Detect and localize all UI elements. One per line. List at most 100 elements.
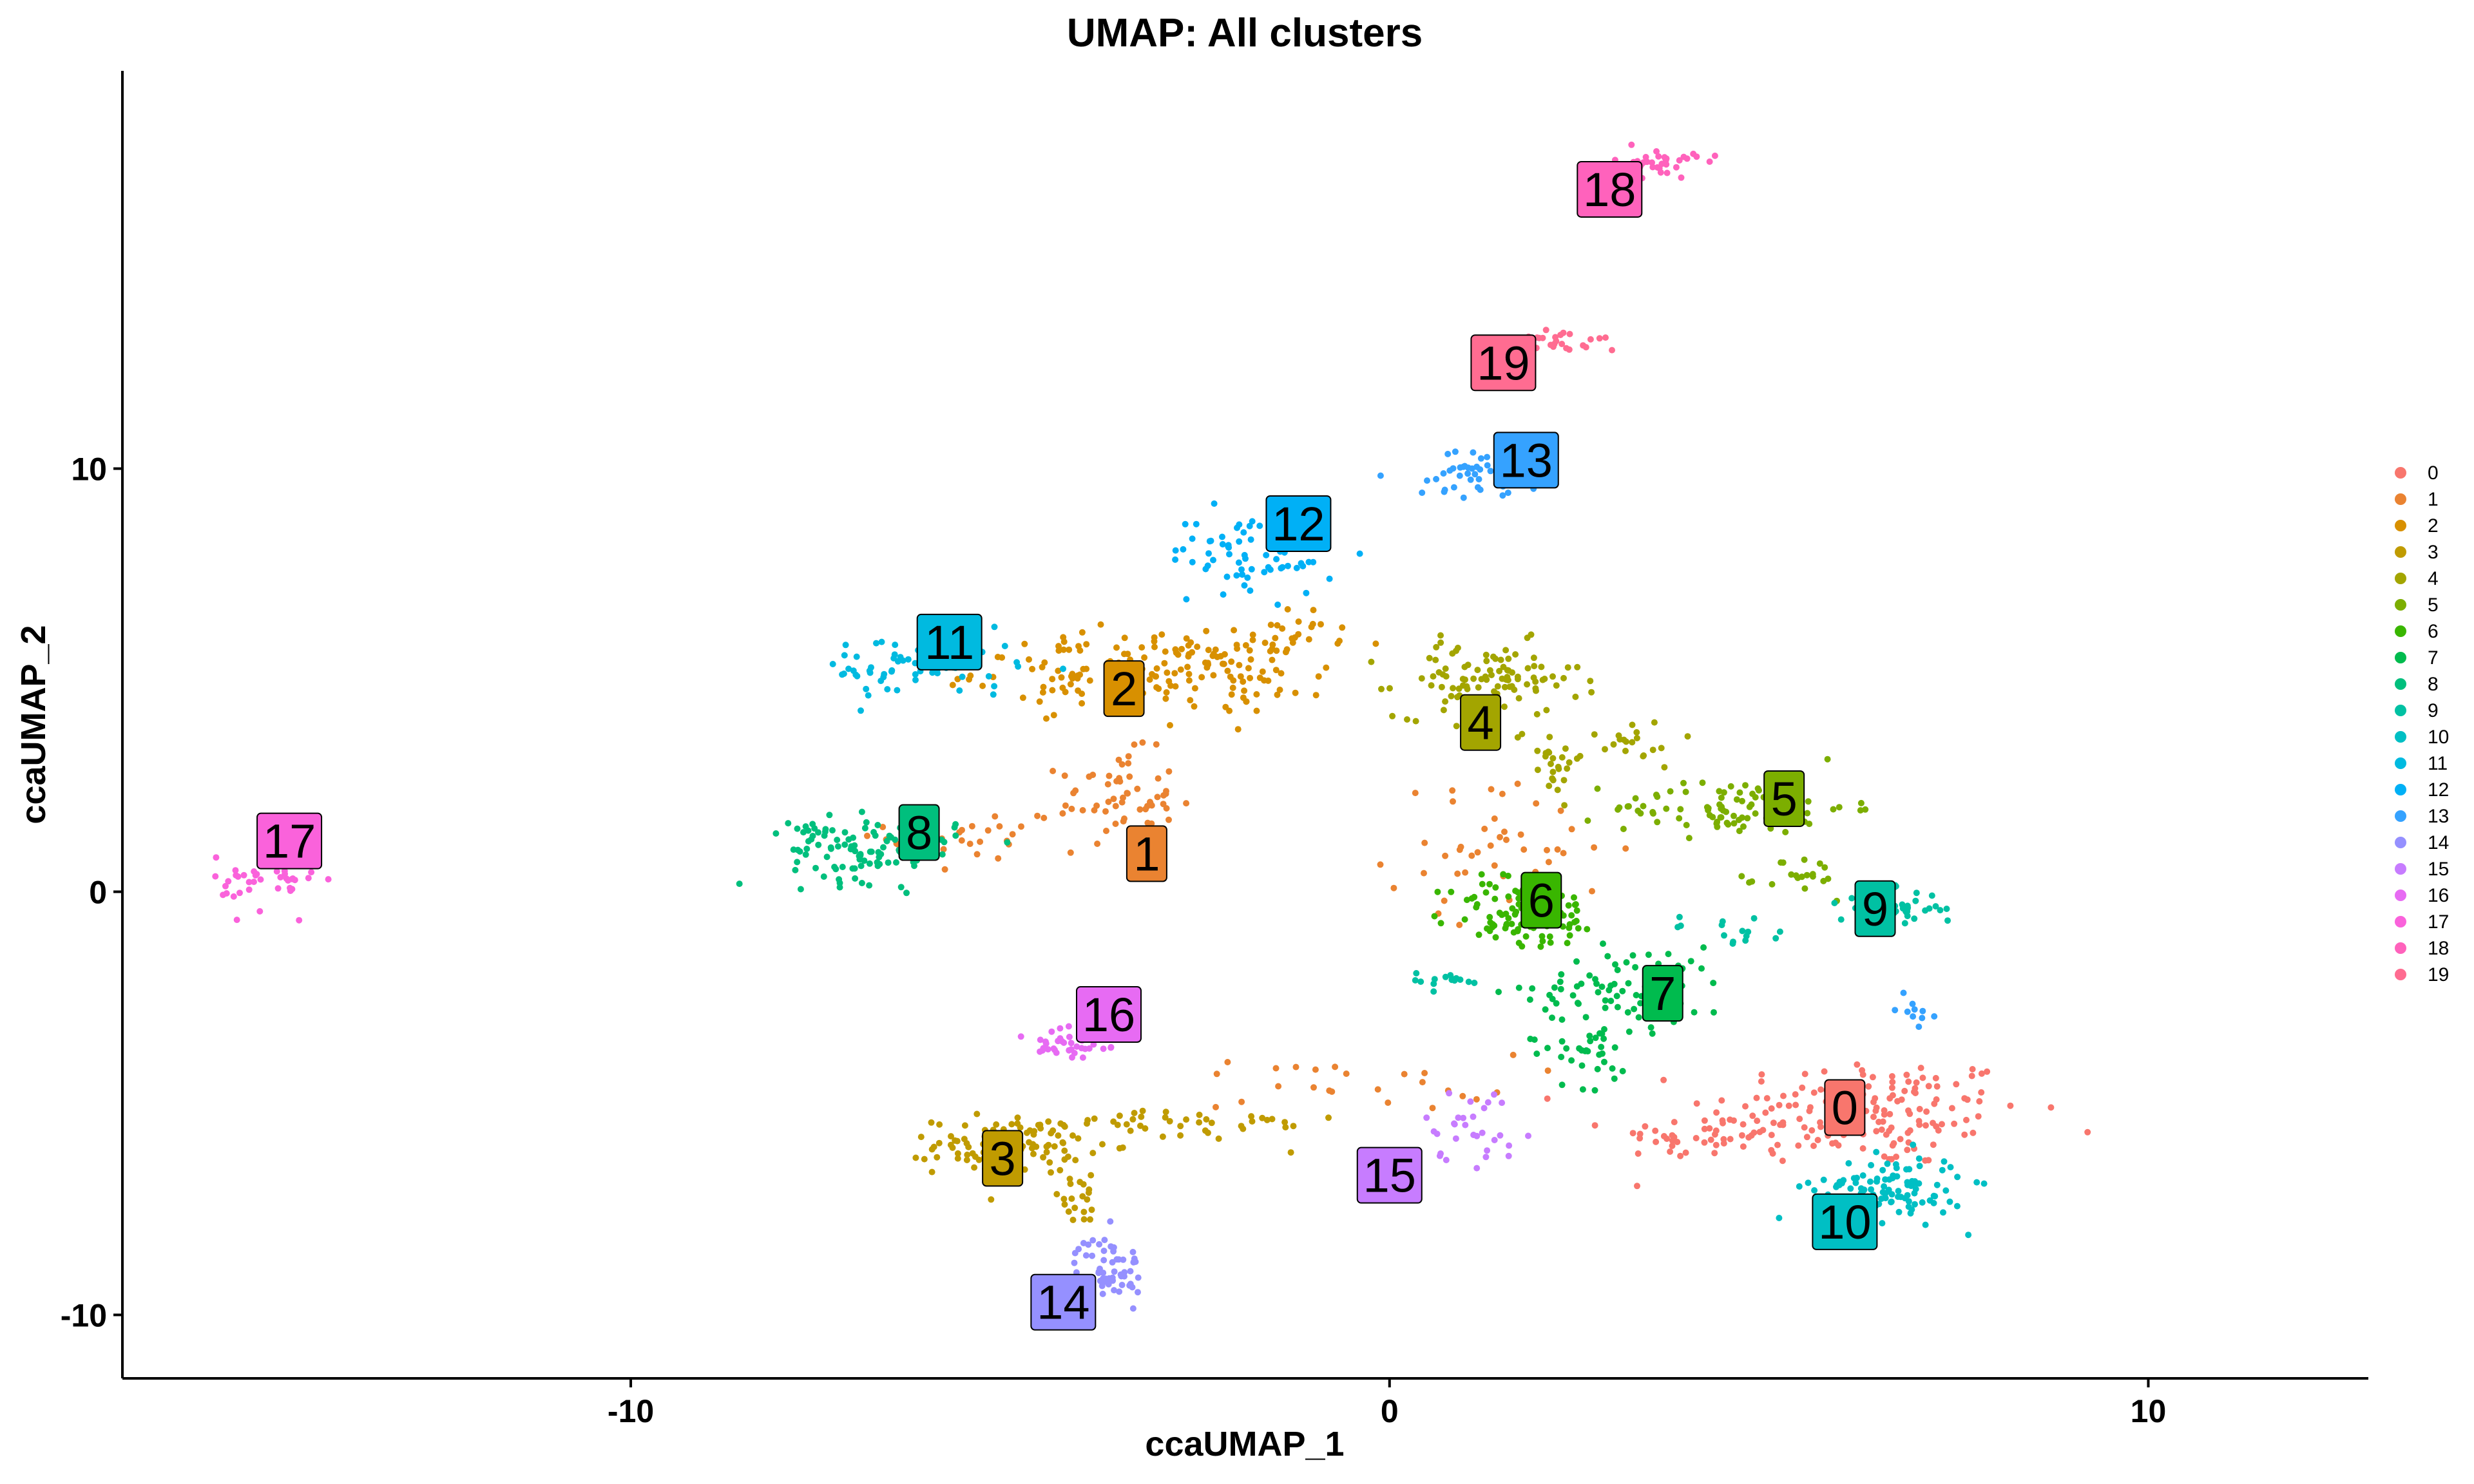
point-cluster-0 [1888, 1073, 1895, 1080]
point-cluster-1 [1102, 808, 1109, 815]
point-cluster-0 [1692, 1135, 1700, 1141]
point-cluster-7 [1592, 976, 1598, 983]
point-cluster-10 [1854, 1174, 1860, 1181]
point-cluster-7 [1625, 1028, 1633, 1035]
point-cluster-3 [1099, 1141, 1106, 1148]
point-cluster-5 [1620, 826, 1627, 832]
point-cluster-3 [1080, 1181, 1087, 1188]
legend-key-13 [2395, 810, 2406, 822]
point-cluster-18 [1655, 153, 1662, 160]
point-cluster-3 [1051, 1143, 1058, 1150]
point-cluster-2 [1372, 640, 1379, 647]
point-cluster-18 [1642, 153, 1649, 160]
point-cluster-5 [1685, 835, 1692, 842]
point-cluster-6 [1434, 888, 1441, 895]
point-cluster-3 [1055, 1132, 1062, 1139]
point-cluster-3 [1259, 1114, 1266, 1121]
point-cluster-4 [1549, 768, 1557, 775]
point-cluster-5 [1731, 812, 1737, 819]
point-cluster-0 [1814, 1137, 1821, 1143]
point-cluster-14 [1129, 1248, 1136, 1255]
point-cluster-7 [1595, 989, 1602, 996]
point-cluster-8 [809, 832, 816, 839]
point-cluster-5 [1680, 779, 1687, 786]
point-cluster-10 [1954, 1174, 1961, 1181]
point-cluster-12 [1172, 556, 1179, 563]
point-cluster-1 [1474, 849, 1481, 856]
point-cluster-0 [1756, 1128, 1763, 1136]
point-cluster-3 [1068, 1195, 1075, 1202]
point-cluster-3 [1249, 1118, 1256, 1125]
point-cluster-2 [1236, 661, 1243, 669]
point-cluster-14 [1098, 1282, 1106, 1289]
point-cluster-1 [1510, 1051, 1517, 1058]
point-cluster-0 [1970, 1129, 1977, 1136]
point-cluster-4 [1453, 647, 1459, 654]
point-cluster-1 [1062, 802, 1069, 809]
point-cluster-7 [1557, 978, 1564, 985]
legend-key-16 [2395, 889, 2406, 901]
point-cluster-1 [1106, 772, 1113, 779]
point-cluster-14 [1129, 1284, 1136, 1291]
point-cluster-2 [1231, 627, 1238, 634]
point-cluster-5 [1705, 806, 1712, 813]
point-cluster-12 [1226, 551, 1232, 558]
point-cluster-3 [1026, 1139, 1033, 1146]
point-cluster-1 [1454, 870, 1461, 877]
point-cluster-0 [1873, 1128, 1880, 1135]
point-cluster-14 [1089, 1252, 1096, 1259]
cluster-label-text: 18 [1583, 163, 1636, 216]
point-cluster-10 [1940, 1209, 1946, 1216]
point-cluster-15 [1430, 1128, 1437, 1135]
point-cluster-5 [1736, 817, 1742, 823]
point-cluster-3 [1061, 1156, 1068, 1163]
point-cluster-0 [1933, 1083, 1941, 1090]
point-cluster-5 [1677, 806, 1684, 813]
point-cluster-16 [1086, 1045, 1093, 1052]
point-cluster-17 [233, 917, 240, 924]
point-cluster-2 [1187, 639, 1194, 646]
point-cluster-9 [1413, 970, 1420, 976]
point-cluster-1 [973, 851, 981, 858]
point-cluster-12 [1261, 569, 1268, 576]
point-cluster-10 [1820, 1176, 1827, 1183]
point-cluster-2 [1184, 663, 1191, 671]
point-cluster-8 [856, 853, 863, 859]
point-cluster-3 [1075, 1135, 1082, 1142]
point-cluster-10 [1942, 1187, 1950, 1194]
point-cluster-15 [1467, 1098, 1474, 1105]
point-cluster-14 [1089, 1237, 1097, 1244]
point-cluster-10 [1915, 1180, 1923, 1187]
point-cluster-3 [965, 1143, 972, 1150]
point-cluster-8 [823, 853, 830, 861]
point-cluster-2 [1265, 677, 1272, 684]
point-cluster-0 [1727, 1116, 1734, 1123]
point-cluster-0 [1978, 1089, 1985, 1096]
point-cluster-2 [1292, 689, 1299, 696]
point-cluster-17 [277, 874, 284, 880]
point-cluster-0 [1879, 1118, 1886, 1125]
point-cluster-5 [1615, 806, 1622, 813]
point-cluster-7 [1649, 1030, 1656, 1037]
point-cluster-2 [1194, 643, 1201, 651]
point-cluster-10 [1859, 1172, 1866, 1179]
point-cluster-4 [1553, 682, 1560, 689]
legend-label-4: 4 [2428, 568, 2439, 589]
point-cluster-11 [877, 678, 885, 685]
point-cluster-7 [1600, 1035, 1607, 1042]
point-cluster-10 [1908, 1181, 1915, 1188]
point-cluster-4 [1587, 678, 1594, 685]
point-cluster-10 [1879, 1166, 1886, 1174]
point-cluster-1 [1456, 846, 1463, 853]
point-cluster-5 [1769, 880, 1776, 888]
point-cluster-3 [1040, 1154, 1047, 1161]
point-cluster-1 [1125, 753, 1132, 760]
point-cluster-8 [794, 825, 801, 832]
point-cluster-3 [1282, 1124, 1289, 1131]
point-cluster-14 [1121, 1273, 1127, 1280]
point-cluster-1 [1147, 799, 1153, 806]
point-cluster-6 [1503, 920, 1510, 928]
point-cluster-2 [1289, 639, 1296, 646]
point-cluster-0 [1810, 1089, 1817, 1096]
point-cluster-12 [1246, 522, 1253, 529]
